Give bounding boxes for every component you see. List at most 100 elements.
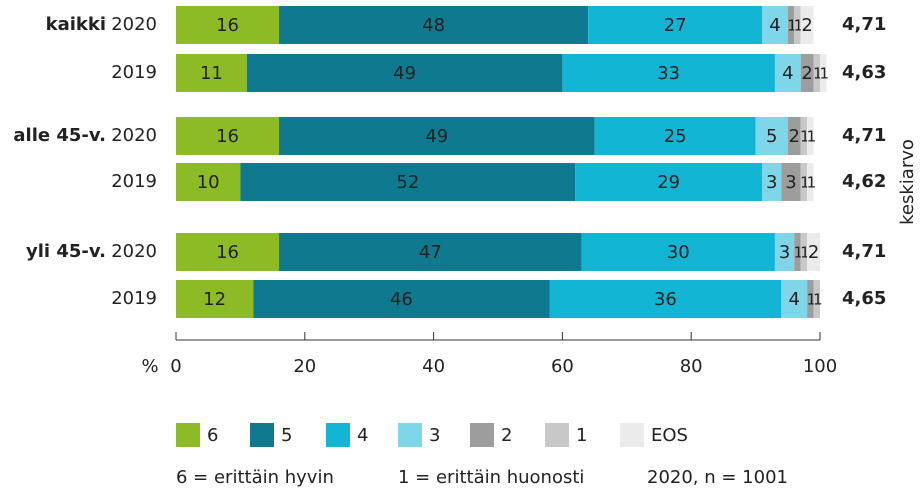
bar-segment [813,54,820,92]
bar-segment [774,54,801,92]
bar-segment [176,233,280,271]
bar-segment [581,233,775,271]
legend-swatch [470,423,494,447]
bar-segment [240,163,576,201]
legend-swatch [250,423,274,447]
value-label: 1 [787,17,796,35]
bar-segment [794,233,801,271]
value-label: 4 [789,289,800,310]
group-label: yli 45-v. [26,241,106,262]
value-label: 1 [807,128,816,146]
bar-segment [762,163,782,201]
note: 6 = erittäin hyvin [176,467,334,488]
value-label: 2 [801,63,812,84]
value-label: 3 [785,172,796,193]
mean-label: 4,71 [842,125,886,146]
value-label: 16 [216,242,239,263]
value-label: 1 [800,128,809,146]
bar-segment [594,117,756,155]
legend-label: 6 [207,425,218,446]
bar-segment [549,280,782,318]
bar-segment [807,233,820,271]
bar-segment [820,54,827,92]
legend-label: 1 [576,425,587,446]
bar-segment [246,54,563,92]
x-tick-label: 0 [170,356,181,377]
legend-swatch [398,423,422,447]
bar-segment [807,163,814,201]
value-label: 36 [654,289,677,310]
group-label: alle 45-v. [13,125,106,146]
bar-segment [762,6,788,44]
bar-segment [562,54,775,92]
value-label: 4 [769,15,780,36]
bar-segment [176,117,280,155]
value-label: 29 [657,172,680,193]
bar-segment [575,163,763,201]
value-label: 16 [216,126,239,147]
value-label: 1 [813,65,822,83]
value-label: 1 [800,174,809,192]
bar-segment [176,6,280,44]
legend-label: 2 [501,425,512,446]
bar-segment [176,163,241,201]
bar-segment [253,280,550,318]
group-label: kaikki [46,14,106,35]
mean-label: 4,63 [842,62,886,83]
legend-swatch [545,423,569,447]
bar-segment [813,280,820,318]
bar-segment [176,280,254,318]
year-label: 2019 [111,171,157,192]
x-tick-label: 40 [422,356,445,377]
bar-segment [787,6,795,44]
value-label: 12 [203,289,226,310]
value-label: 1 [794,244,803,262]
bar-segment [781,280,808,318]
year-label: 2020 [111,241,157,262]
bar-segment [800,233,808,271]
bar-segment [279,117,595,155]
bar-segment [588,6,763,44]
bar-segment [807,117,814,155]
year-label: 2019 [111,288,157,309]
note: 1 = erittäin huonosti [398,467,584,488]
bar-segment [176,54,247,92]
x-tick-label: 60 [551,356,574,377]
bar-segment [800,117,808,155]
mean-label: 4,62 [842,171,886,192]
value-label: 11 [200,63,223,84]
value-label: 3 [766,172,777,193]
value-label: 2 [801,15,812,36]
x-tick-label: 20 [293,356,316,377]
value-label: 1 [794,17,803,35]
value-label: 33 [657,63,680,84]
value-label: 5 [766,126,777,147]
value-label: 52 [396,172,419,193]
value-label: 25 [664,126,687,147]
note: 2020, n = 1001 [647,467,788,488]
value-label: 16 [216,15,239,36]
mean-label: 4,71 [842,241,886,262]
value-label: 1 [807,291,816,309]
year-label: 2019 [111,62,157,83]
legend-swatch [176,423,200,447]
value-label: 1 [813,291,822,309]
legend-swatch [620,423,644,447]
x-axis-label: % [141,356,158,377]
bar-segment [787,117,801,155]
value-label: 10 [197,172,220,193]
x-tick-label: 100 [803,356,837,377]
mean-label: 4,65 [842,288,886,309]
value-label: 30 [667,242,690,263]
value-label: 2 [808,242,819,263]
value-label: 48 [422,15,445,36]
legend-label: 3 [429,425,440,446]
x-tick-label: 80 [680,356,703,377]
mean-label: 4,71 [842,14,886,35]
value-label: 2 [789,126,800,147]
bar-segment [800,163,808,201]
value-label: 46 [390,289,413,310]
bar-segment [800,6,814,44]
value-label: 1 [800,244,809,262]
